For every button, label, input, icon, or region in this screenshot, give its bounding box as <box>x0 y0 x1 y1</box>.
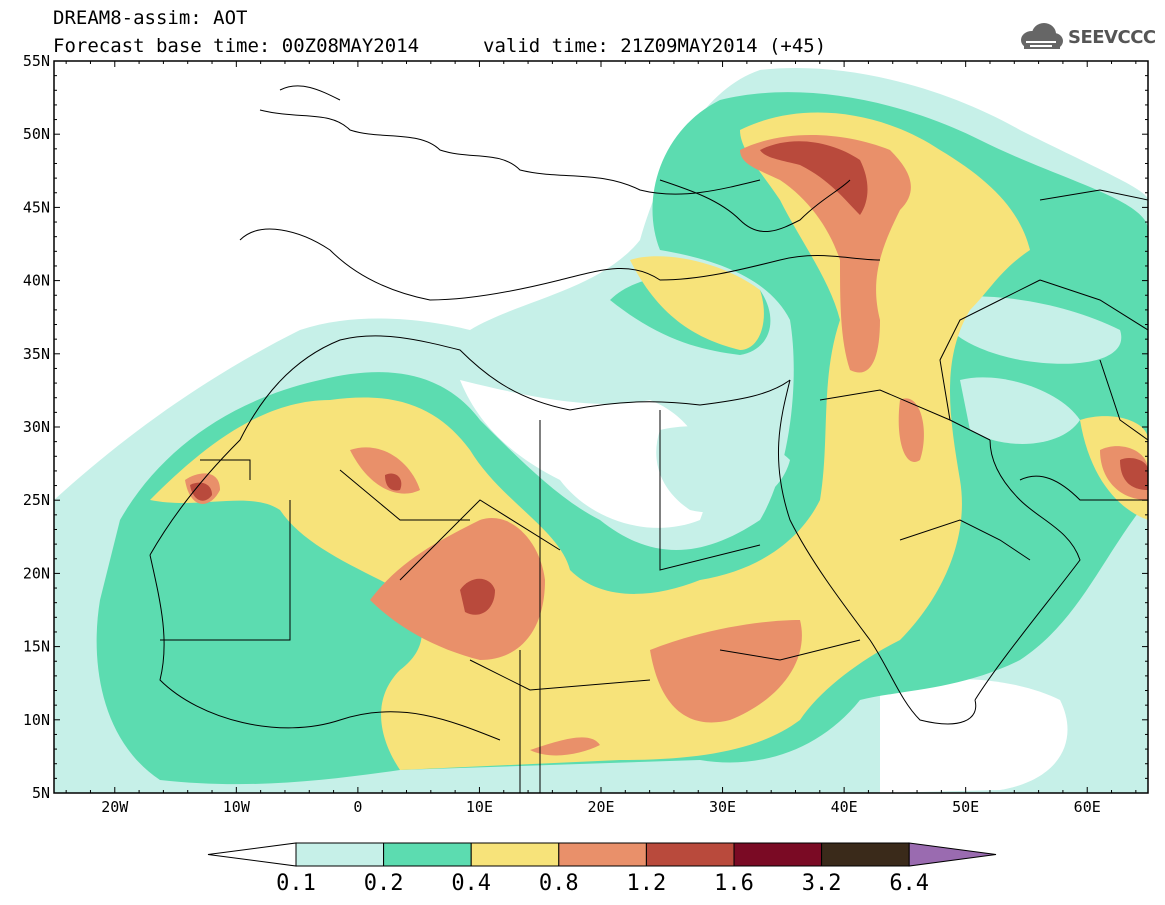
valid-time: valid time: 21Z09MAY2014 (+45) <box>483 35 827 57</box>
lat-tick-label: 20N <box>23 564 50 582</box>
colorbar-segment <box>733 842 823 867</box>
colorbar-segment <box>645 842 735 867</box>
colorbar-label: 1.6 <box>714 871 754 896</box>
lon-tick-label: 60E <box>1074 798 1101 816</box>
colorbar-label: 0.2 <box>364 871 404 896</box>
colorbar-label: 3.2 <box>802 871 842 896</box>
lon-tick-label: 20W <box>101 798 129 816</box>
forecast-base-time: Forecast base time: 00Z08MAY2014 <box>53 35 420 57</box>
cloud-logo-icon <box>1021 23 1063 49</box>
lat-tick-label: 30N <box>23 418 50 436</box>
lon-tick-label: 10W <box>223 798 251 816</box>
colorbar-label: 0.8 <box>539 871 579 896</box>
latitude-axis: 55N 50N 45N 40N 35N 30N 25N 20N 15N 10N 5N <box>23 52 1148 802</box>
lon-tick-label: 20E <box>587 798 614 816</box>
colorbar-label: 0.4 <box>451 871 491 896</box>
lon-tick-label: 30E <box>709 798 736 816</box>
colorbar-label: 0.1 <box>276 871 316 896</box>
lat-tick-label: 10N <box>23 711 50 729</box>
lat-tick-label: 55N <box>23 52 50 70</box>
colorbar-label: 6.4 <box>889 871 929 896</box>
lat-tick-label: 5N <box>32 784 50 802</box>
map-title: DREAM8-assim: AOT <box>53 7 248 29</box>
lon-tick-label: 50E <box>952 798 979 816</box>
brand-name: SEEVCCC <box>1068 26 1156 48</box>
lon-tick-label: 0 <box>353 798 362 816</box>
colorbar-segment <box>295 842 385 867</box>
longitude-axis: 20W 10W 0 10E 20E 30E 40E 50E 60E <box>65 61 1137 816</box>
lat-tick-label: 40N <box>23 272 50 290</box>
lat-tick-label: 45N <box>23 198 50 216</box>
lon-tick-label: 40E <box>831 798 858 816</box>
lon-tick-label: 10E <box>466 798 493 816</box>
lat-tick-label: 15N <box>23 638 50 656</box>
aot-field <box>54 61 1148 793</box>
lat-tick-label: 50N <box>23 125 50 143</box>
lat-tick-label: 25N <box>23 491 50 509</box>
coastlines <box>149 85 1148 793</box>
colorbar-min-arrow <box>207 842 297 867</box>
colorbar-max-arrow <box>908 842 997 867</box>
lat-tick-label: 35N <box>23 345 50 363</box>
colorbar-label: 1.2 <box>627 871 667 896</box>
colorbar: 0.1 0.2 0.4 0.8 1.2 1.6 3.2 6.4 <box>207 842 997 896</box>
colorbar-segment <box>383 842 472 867</box>
brand-logo: SEEVCCC <box>1018 22 1156 52</box>
colorbar-segment <box>470 842 560 867</box>
colorbar-segment <box>558 842 647 867</box>
colorbar-segment <box>821 842 910 867</box>
